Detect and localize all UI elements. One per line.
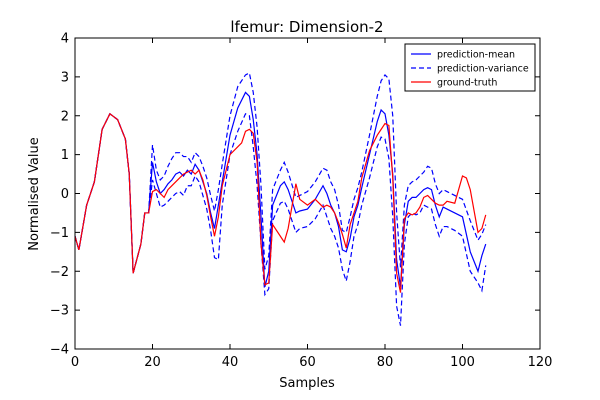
y-tick-label: 2 <box>61 109 69 124</box>
x-tick-label: 0 <box>71 355 79 370</box>
y-tick-label: −3 <box>50 304 69 319</box>
y-tick-label: 1 <box>61 148 69 163</box>
series-line-prediction-variance-lower <box>74 112 487 326</box>
y-tick-label: −4 <box>50 343 69 358</box>
series-line-prediction-variance <box>74 72 487 274</box>
x-tick-label: 80 <box>377 355 394 370</box>
y-tick-label: −1 <box>50 226 69 241</box>
legend-box <box>404 43 536 92</box>
legend: prediction-mean prediction-variance grou… <box>404 43 536 92</box>
y-tick-label: 0 <box>61 187 69 202</box>
plot-area <box>74 72 487 326</box>
series-line-ground-truth <box>74 112 487 293</box>
y-axis-label: Normalised Value <box>27 137 42 251</box>
legend-label-mean: prediction-mean <box>437 50 515 61</box>
y-tick-label: 3 <box>61 70 69 85</box>
x-axis-label: Samples <box>279 376 335 391</box>
y-tick-label: 4 <box>61 32 69 47</box>
chart-title: lfemur: Dimension-2 <box>230 18 383 36</box>
x-tick-label: 100 <box>450 355 475 370</box>
y-tick-label: −2 <box>50 265 69 280</box>
x-tick-label: 120 <box>528 355 553 370</box>
series-line-prediction-mean <box>74 91 487 287</box>
x-tick-label: 60 <box>299 355 316 370</box>
x-tick-label: 20 <box>144 355 161 370</box>
axis-ticks: 0 20 40 60 80 100 120 −4 −3 −2 −1 0 1 2 3 4 <box>50 32 553 371</box>
legend-label-truth: ground-truth <box>437 78 497 89</box>
x-tick-label: 40 <box>222 355 239 370</box>
legend-label-variance: prediction-variance <box>437 64 529 75</box>
